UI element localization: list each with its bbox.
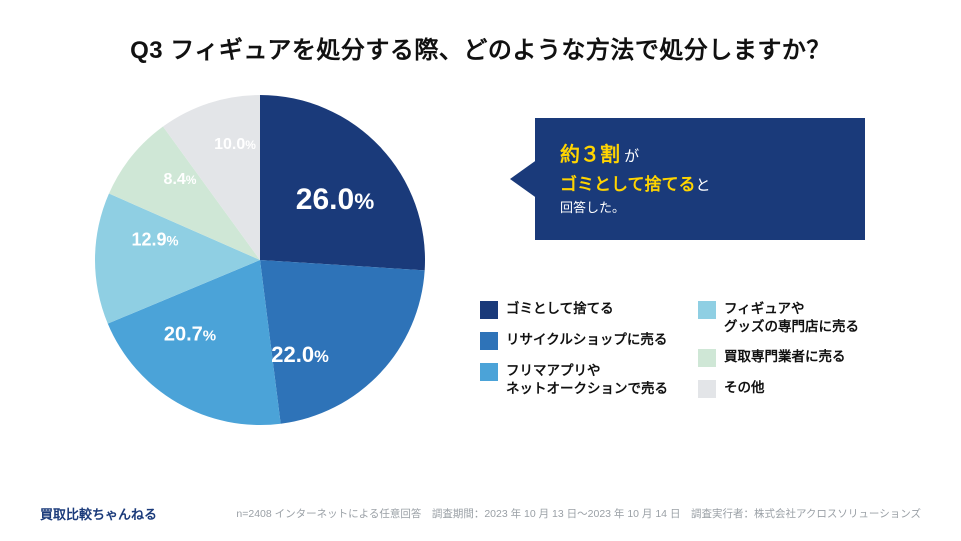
legend-label: その他 <box>724 379 765 397</box>
legend-swatch <box>480 363 498 381</box>
legend-swatch <box>698 301 716 319</box>
legend-item: 買取専門業者に売る <box>698 348 859 367</box>
pie-svg <box>95 95 425 425</box>
footer-brand: 買取比較ちゃんねる <box>40 504 157 523</box>
legend-label: フィギュアや グッズの専門店に売る <box>724 300 859 336</box>
legend-col-1: ゴミとして捨てるリサイクルショップに売るフリマアプリや ネットオークションで売る <box>480 300 668 398</box>
legend: ゴミとして捨てるリサイクルショップに売るフリマアプリや ネットオークションで売る… <box>480 300 930 398</box>
callout-line2-strong: ゴミとして捨てる <box>560 175 696 194</box>
legend-swatch <box>480 332 498 350</box>
legend-swatch <box>480 301 498 319</box>
legend-label: リサイクルショップに売る <box>506 331 667 349</box>
legend-col-2: フィギュアや グッズの専門店に売る買取専門業者に売るその他 <box>698 300 859 398</box>
legend-item: リサイクルショップに売る <box>480 331 668 350</box>
pie-slice-label: 12.9% <box>131 230 178 251</box>
legend-swatch <box>698 349 716 367</box>
page-title: Q3 フィギュアを処分する際、どのような方法で処分しますか？ <box>0 30 961 65</box>
pie-slice-label: 26.0% <box>296 183 374 217</box>
legend-item: フィギュアや グッズの専門店に売る <box>698 300 859 336</box>
callout-arrow-icon <box>510 159 538 199</box>
callout-strong: 約３割 <box>560 144 620 166</box>
callout-line1: 約３割 が <box>560 139 840 171</box>
pie-slice-label: 10.0% <box>214 136 256 154</box>
pie-slice-label: 22.0% <box>271 342 329 368</box>
legend-item: フリマアプリや ネットオークションで売る <box>480 362 668 398</box>
legend-item: その他 <box>698 379 859 398</box>
legend-label: 買取専門業者に売る <box>724 348 846 366</box>
pie-chart: 26.0% 22.0% 20.7% 12.9% 8.4% 10.0% <box>95 95 425 425</box>
pie-slice-label: 8.4% <box>164 171 197 189</box>
callout: 約３割 が ゴミとして捨てると 回答した。 <box>535 118 865 240</box>
pie-slice-label: 20.7% <box>164 324 216 347</box>
footer: 買取比較ちゃんねる n=2408 インターネットによる任意回答 調査期間：202… <box>0 504 961 523</box>
legend-label: フリマアプリや ネットオークションで売る <box>506 362 668 398</box>
callout-after-strong: が <box>620 148 639 165</box>
callout-line3: 回答した。 <box>560 198 840 219</box>
legend-label: ゴミとして捨てる <box>506 300 614 318</box>
legend-item: ゴミとして捨てる <box>480 300 668 319</box>
callout-box: 約３割 が ゴミとして捨てると 回答した。 <box>535 118 865 240</box>
footer-meta: n=2408 インターネットによる任意回答 調査期間：2023 年 10 月 1… <box>236 506 921 521</box>
legend-swatch <box>698 380 716 398</box>
callout-line2-after: と <box>696 177 711 194</box>
callout-line2: ゴミとして捨てると <box>560 171 840 198</box>
